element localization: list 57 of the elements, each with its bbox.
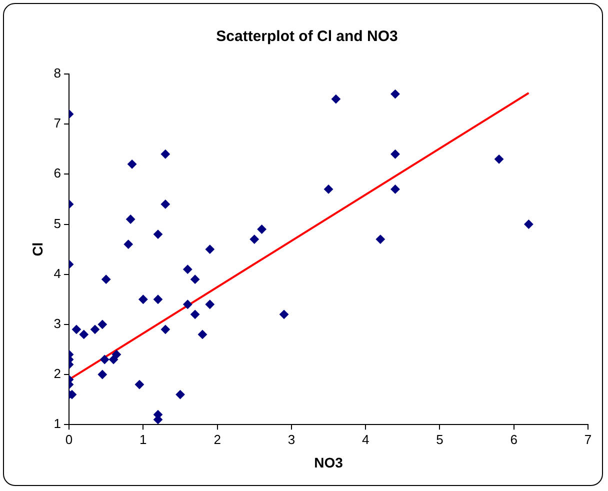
y-tick-label: 8 — [54, 66, 62, 81]
point — [331, 94, 340, 104]
point — [79, 330, 88, 339]
y-tick-label: 4 — [54, 266, 62, 281]
x-tick-label: 6 — [510, 432, 518, 447]
y-tick-label: 6 — [54, 166, 62, 181]
point — [160, 150, 170, 159]
point — [153, 294, 162, 304]
y-tick-label: 3 — [54, 316, 62, 332]
point — [390, 150, 400, 159]
x-tick-label: 1 — [140, 432, 147, 447]
point — [190, 310, 200, 319]
y-tick-label: 2 — [54, 366, 62, 382]
point — [376, 234, 385, 244]
x-tick-label: 5 — [436, 432, 444, 447]
point — [160, 200, 170, 209]
point — [90, 324, 100, 334]
point — [134, 380, 144, 390]
chart-title: Scatterplot of Cl and NO3 — [216, 28, 398, 46]
point — [190, 274, 200, 284]
x-tick-label: 7 — [584, 432, 592, 447]
y-tick-label: 1 — [54, 416, 62, 432]
x-tick-label: 4 — [362, 432, 370, 447]
x-tick-label: 2 — [214, 432, 221, 447]
point — [205, 300, 214, 309]
y-tick-label: 5 — [54, 216, 62, 231]
point — [324, 184, 334, 194]
point — [183, 300, 192, 309]
point — [109, 354, 118, 364]
x-tick-label: 0 — [65, 432, 73, 447]
point — [390, 184, 400, 194]
point — [257, 224, 266, 234]
point — [176, 390, 185, 400]
point — [100, 354, 110, 364]
point — [102, 274, 111, 284]
point — [205, 244, 214, 254]
point — [98, 320, 107, 329]
point — [280, 310, 289, 319]
point — [153, 230, 162, 239]
point — [183, 264, 192, 274]
x-tick-label: 3 — [288, 432, 296, 447]
point — [250, 234, 259, 244]
point — [72, 324, 81, 334]
point — [124, 240, 133, 249]
point — [198, 330, 207, 339]
point — [390, 90, 400, 99]
y-tick-label: 7 — [54, 116, 62, 131]
point — [160, 324, 170, 334]
point — [494, 154, 504, 164]
point — [128, 160, 137, 169]
point — [138, 294, 148, 304]
point — [112, 350, 121, 359]
point — [126, 214, 136, 224]
point — [98, 370, 107, 380]
x-axis-title: NO3 — [314, 454, 344, 470]
y-axis-title: Cl — [29, 242, 46, 256]
point — [524, 220, 534, 229]
